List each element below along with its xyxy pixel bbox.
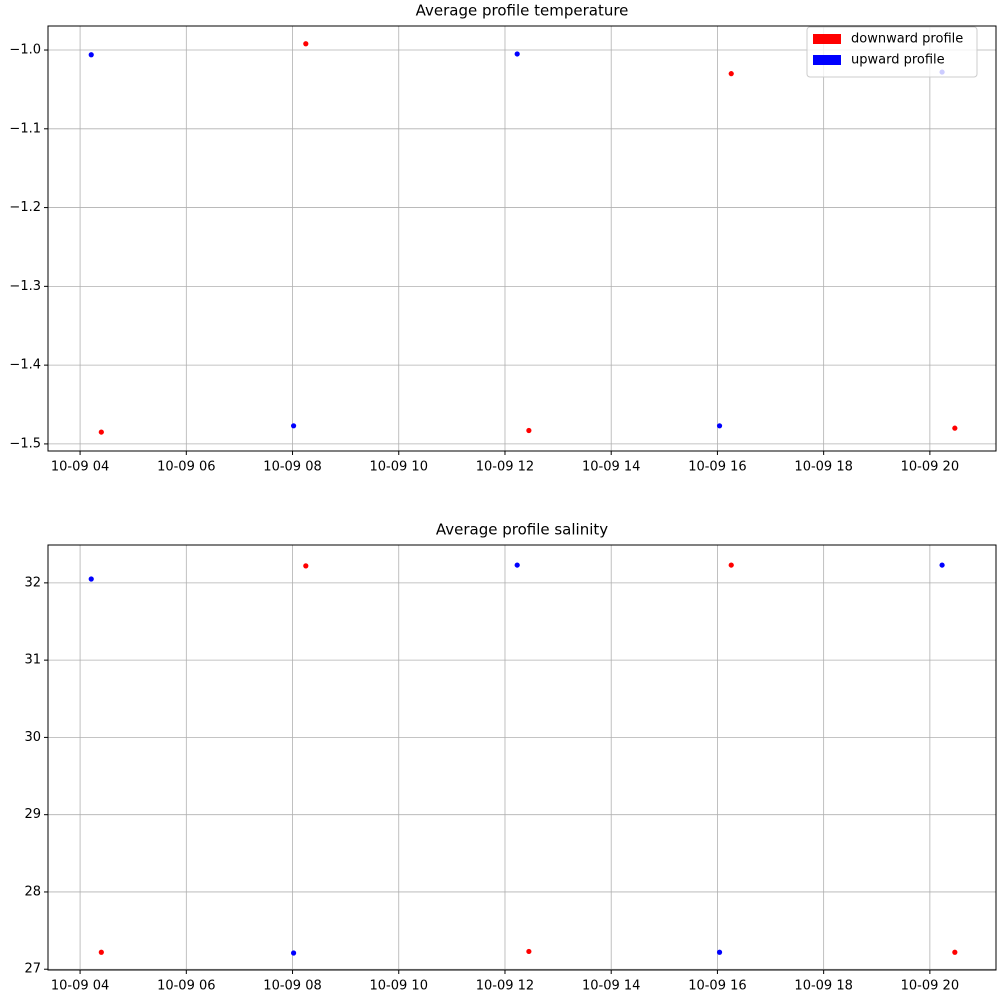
x-tick-label: 10-09 14: [582, 460, 640, 475]
y-tick-label: −1.2: [9, 200, 41, 215]
x-tick-label: 10-09 10: [370, 460, 428, 475]
point: [290, 423, 297, 429]
legend-swatch: [813, 55, 841, 65]
x-tick-label: 10-09 20: [901, 460, 959, 475]
point: [303, 41, 309, 47]
point: [716, 949, 723, 955]
point: [290, 950, 297, 956]
x-tick-label: 10-09 08: [263, 979, 321, 994]
x-tick-label: 10-09 08: [263, 460, 321, 475]
point: [303, 563, 309, 569]
y-tick-label: 27: [24, 962, 41, 977]
plot-frame: [47, 544, 997, 971]
x-tick-label: 10-09 06: [157, 979, 215, 994]
point: [98, 429, 104, 435]
point: [88, 52, 94, 58]
x-tick-label: 10-09 18: [794, 979, 852, 994]
y-tick-label: 29: [24, 807, 41, 822]
legend-box: [806, 26, 978, 78]
x-tick-label: 10-09 18: [794, 460, 852, 475]
legend-swatch: [813, 34, 841, 44]
point: [716, 423, 723, 429]
point: [526, 948, 532, 955]
point: [98, 949, 104, 955]
y-tick-label: 30: [24, 730, 41, 745]
legend-label: upward profile: [851, 53, 945, 68]
point: [514, 51, 520, 57]
point: [526, 427, 532, 434]
plot-frame: [47, 25, 997, 452]
y-tick-label: −1.4: [9, 358, 41, 373]
point: [952, 425, 958, 431]
x-tick-label: 10-09 14: [582, 979, 640, 994]
y-tick-label: −1.3: [9, 279, 41, 294]
legend-label: downward profile: [851, 32, 963, 47]
chart-title: Average profile temperature: [416, 2, 629, 20]
point: [939, 562, 945, 568]
x-tick-label: 10-09 10: [370, 979, 428, 994]
point: [514, 562, 520, 568]
point: [88, 576, 94, 582]
x-tick-label: 10-09 12: [476, 979, 534, 994]
chart-title: Average profile salinity: [436, 521, 608, 539]
point: [952, 949, 958, 955]
x-tick-label: 10-09 12: [476, 460, 534, 475]
y-tick-label: −1.5: [9, 436, 41, 451]
y-tick-label: 31: [24, 653, 41, 668]
y-tick-label: −1.1: [9, 121, 41, 136]
x-tick-label: 10-09 06: [157, 460, 215, 475]
y-tick-label: 32: [24, 575, 41, 590]
x-tick-label: 10-09 20: [901, 979, 959, 994]
x-tick-label: 10-09 04: [51, 979, 109, 994]
point: [728, 562, 734, 568]
x-tick-label: 10-09 16: [688, 979, 746, 994]
point: [728, 71, 734, 77]
y-tick-label: −1.0: [9, 43, 41, 58]
y-tick-label: 28: [24, 884, 41, 899]
x-tick-label: 10-09 16: [688, 460, 746, 475]
x-tick-label: 10-09 04: [51, 460, 109, 475]
